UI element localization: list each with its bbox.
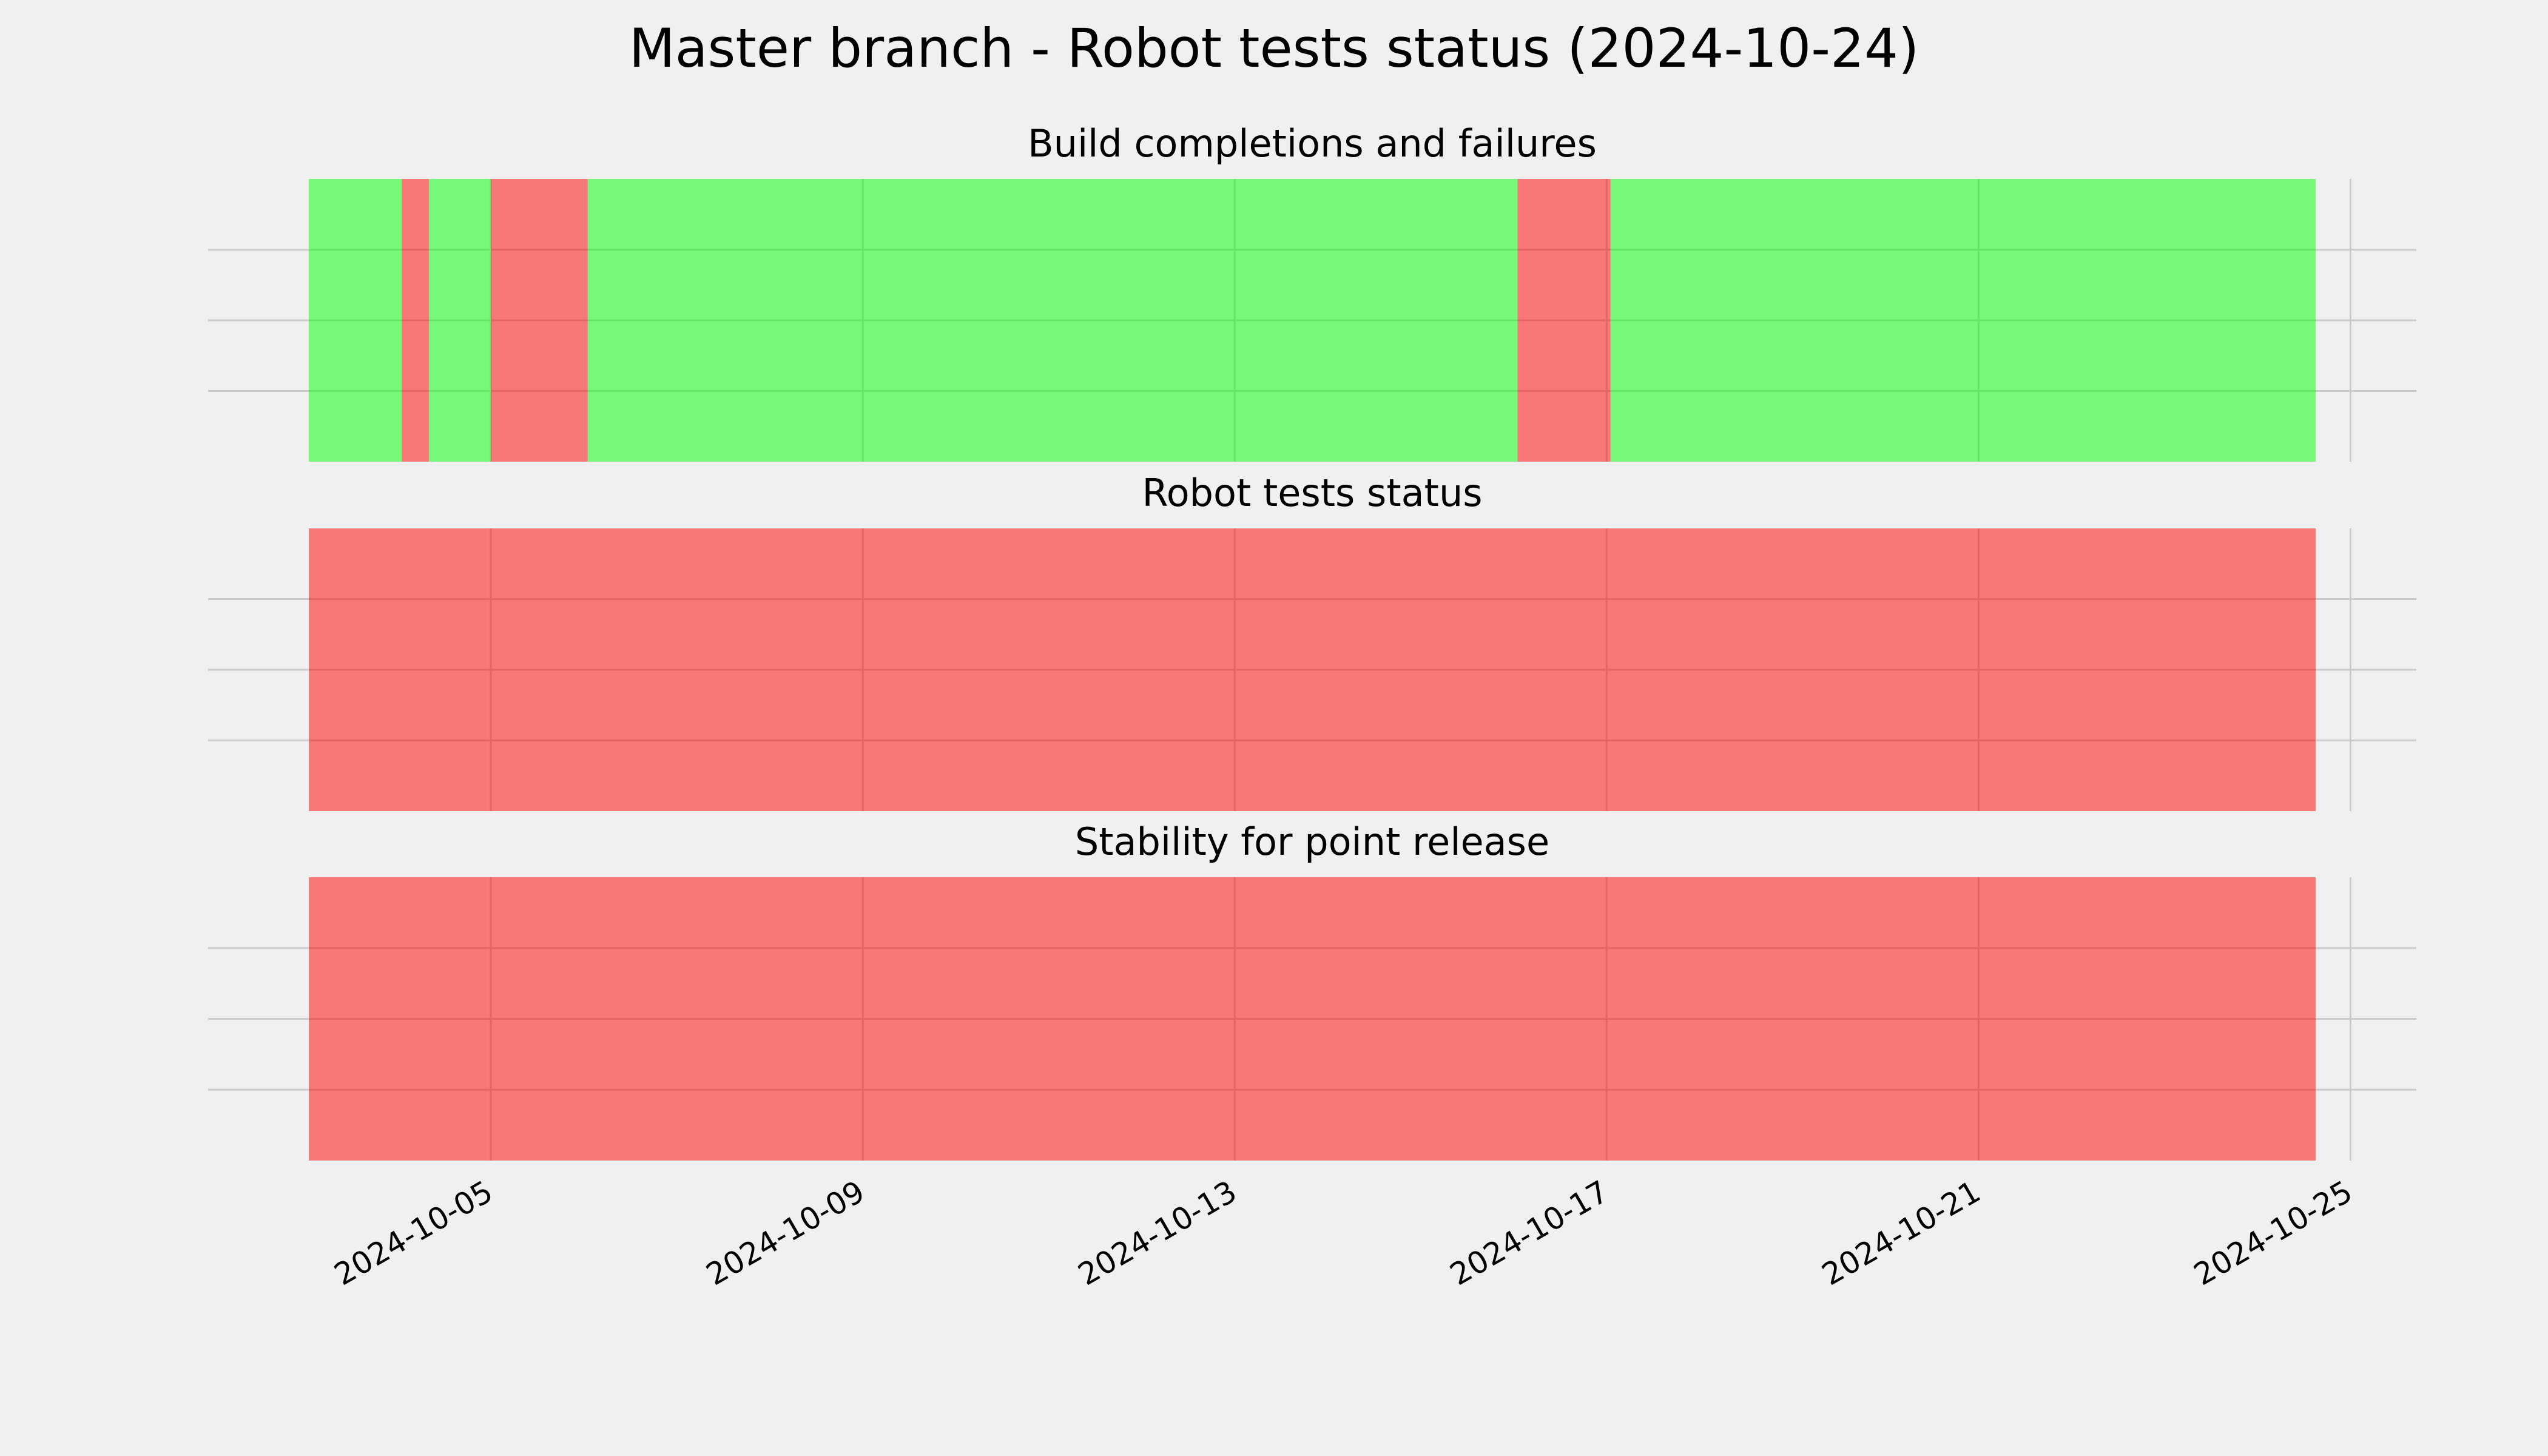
panel-title: Stability for point release [1075, 820, 1549, 864]
panel-title: Robot tests status [1142, 471, 1482, 515]
chart-title: Master branch - Robot tests status (2024… [629, 17, 1919, 79]
status-span [402, 179, 429, 462]
status-span [587, 179, 1518, 462]
status-span [491, 179, 588, 462]
status-span [429, 179, 491, 462]
status-span [309, 528, 2316, 811]
status-span [309, 877, 2316, 1161]
status-span [309, 179, 402, 462]
status-span [1517, 179, 1611, 462]
status-span [1610, 179, 2316, 462]
panel-title: Build completions and failures [1028, 121, 1597, 166]
